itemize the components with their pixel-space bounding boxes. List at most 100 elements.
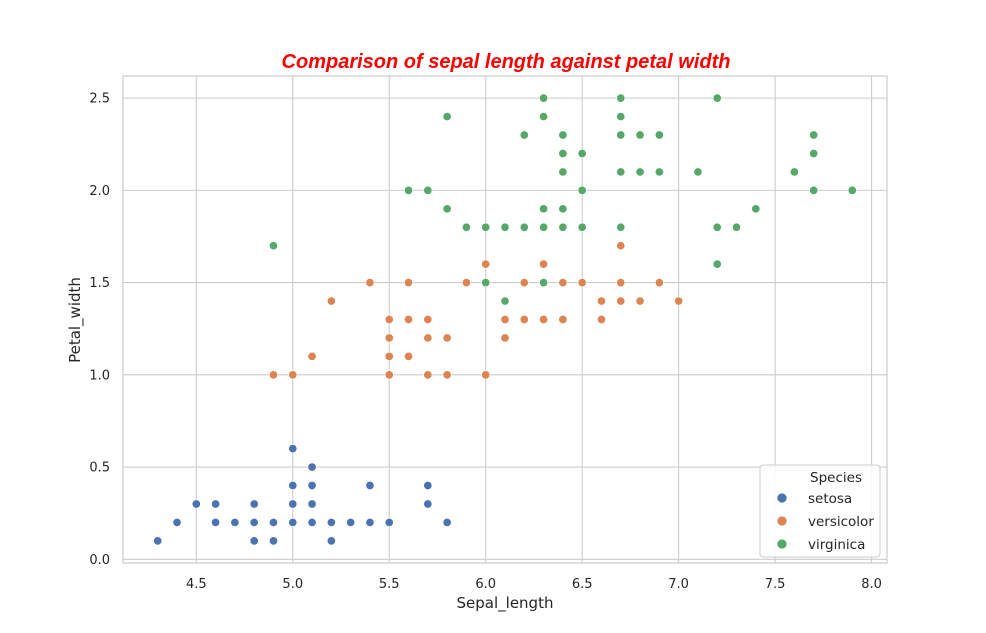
legend: Species setosa versicolor virginica bbox=[759, 464, 881, 558]
virginica-point bbox=[635, 130, 645, 140]
virginica-point bbox=[616, 222, 626, 232]
setosa-point bbox=[249, 499, 259, 509]
y-axis-label: Petal_width bbox=[66, 277, 85, 363]
virginica-point bbox=[789, 167, 799, 177]
virginica-point bbox=[558, 148, 568, 159]
y-tick-labels: 0.0 0.5 1.0 1.5 2.0 2.5 bbox=[89, 92, 110, 568]
virginica-point bbox=[712, 93, 722, 103]
virginica-point bbox=[635, 167, 645, 177]
virginica-point bbox=[654, 167, 664, 177]
virginica-point bbox=[616, 130, 626, 140]
x-tick-label: 5.0 bbox=[282, 577, 303, 592]
setosa-point bbox=[326, 517, 336, 527]
versicolor-point bbox=[596, 314, 607, 325]
setosa-point bbox=[384, 517, 394, 527]
legend-box bbox=[759, 464, 881, 558]
versicolor-point bbox=[539, 259, 549, 269]
setosa-point bbox=[365, 517, 375, 527]
setosa-point bbox=[442, 517, 452, 527]
virginica-point bbox=[654, 130, 664, 140]
virginica-point bbox=[403, 185, 414, 195]
versicolor-point bbox=[481, 259, 491, 269]
legend-marker-setosa bbox=[776, 492, 788, 504]
versicolor-point bbox=[519, 278, 529, 288]
setosa-point bbox=[211, 517, 221, 527]
legend-items: setosa versicolor virginica bbox=[776, 491, 874, 553]
versicolor-point bbox=[365, 278, 375, 288]
legend-label-setosa: setosa bbox=[808, 491, 852, 507]
versicolor-point bbox=[403, 351, 414, 361]
virginica-point bbox=[809, 148, 819, 159]
virginica-point bbox=[809, 185, 819, 195]
x-tick-label: 8.0 bbox=[861, 577, 882, 592]
setosa-point bbox=[307, 517, 317, 527]
versicolor-point bbox=[500, 333, 510, 343]
virginica-point bbox=[481, 222, 491, 232]
x-tick-label: 6.5 bbox=[572, 577, 593, 592]
series-setosa bbox=[153, 444, 452, 546]
virginica-point bbox=[442, 112, 452, 122]
plot-frame bbox=[122, 75, 888, 564]
virginica-point bbox=[558, 204, 568, 214]
setosa-point bbox=[249, 517, 259, 527]
setosa-point bbox=[346, 517, 356, 527]
y-tick-label: 1.0 bbox=[89, 368, 110, 383]
versicolor-point bbox=[654, 278, 664, 288]
virginica-point bbox=[712, 222, 722, 232]
versicolor-point bbox=[539, 314, 549, 325]
virginica-point bbox=[519, 130, 529, 140]
versicolor-point bbox=[384, 314, 394, 325]
versicolor-point bbox=[558, 314, 568, 325]
data-points bbox=[153, 93, 857, 546]
setosa-point bbox=[365, 480, 375, 491]
versicolor-point bbox=[461, 278, 471, 288]
chart-title: Comparison of sepal length against petal… bbox=[282, 51, 731, 73]
setosa-point bbox=[191, 499, 201, 509]
series-versicolor bbox=[268, 241, 684, 380]
virginica-point bbox=[539, 204, 549, 214]
y-tick-label: 2.5 bbox=[89, 92, 110, 107]
virginica-point bbox=[500, 222, 510, 232]
setosa-point bbox=[249, 536, 259, 546]
virginica-point bbox=[519, 222, 529, 232]
setosa-point bbox=[172, 517, 182, 527]
x-tick-label: 4.5 bbox=[186, 577, 207, 592]
setosa-point bbox=[307, 462, 317, 472]
virginica-point bbox=[268, 241, 279, 251]
virginica-point bbox=[442, 204, 452, 214]
versicolor-point bbox=[307, 351, 317, 361]
versicolor-point bbox=[403, 314, 414, 325]
versicolor-point bbox=[403, 278, 414, 288]
virginica-point bbox=[577, 185, 587, 195]
y-tick-label: 0.5 bbox=[89, 461, 110, 476]
versicolor-point bbox=[423, 370, 433, 380]
versicolor-point bbox=[577, 278, 587, 288]
setosa-point bbox=[288, 517, 298, 527]
virginica-point bbox=[423, 185, 433, 195]
setosa-point bbox=[288, 444, 298, 454]
versicolor-point bbox=[423, 314, 433, 325]
x-axis-label: Sepal_length bbox=[457, 594, 554, 613]
virginica-point bbox=[809, 130, 819, 140]
versicolor-point bbox=[674, 296, 684, 306]
versicolor-point bbox=[481, 370, 491, 380]
virginica-point bbox=[461, 222, 471, 232]
setosa-point bbox=[288, 480, 298, 491]
virginica-point bbox=[731, 222, 742, 232]
versicolor-point bbox=[616, 278, 626, 288]
virginica-point bbox=[539, 112, 549, 122]
x-tick-labels: 4.5 5.0 5.5 6.0 6.5 7.0 7.5 8.0 bbox=[186, 577, 882, 592]
virginica-point bbox=[558, 130, 568, 140]
setosa-point bbox=[211, 499, 221, 509]
versicolor-point bbox=[635, 296, 645, 306]
legend-title: Species bbox=[810, 470, 862, 486]
versicolor-point bbox=[500, 314, 510, 325]
versicolor-point bbox=[519, 314, 529, 325]
setosa-point bbox=[268, 536, 279, 546]
setosa-point bbox=[288, 499, 298, 509]
setosa-point bbox=[326, 536, 336, 546]
versicolor-point bbox=[442, 370, 452, 380]
setosa-point bbox=[230, 517, 240, 527]
